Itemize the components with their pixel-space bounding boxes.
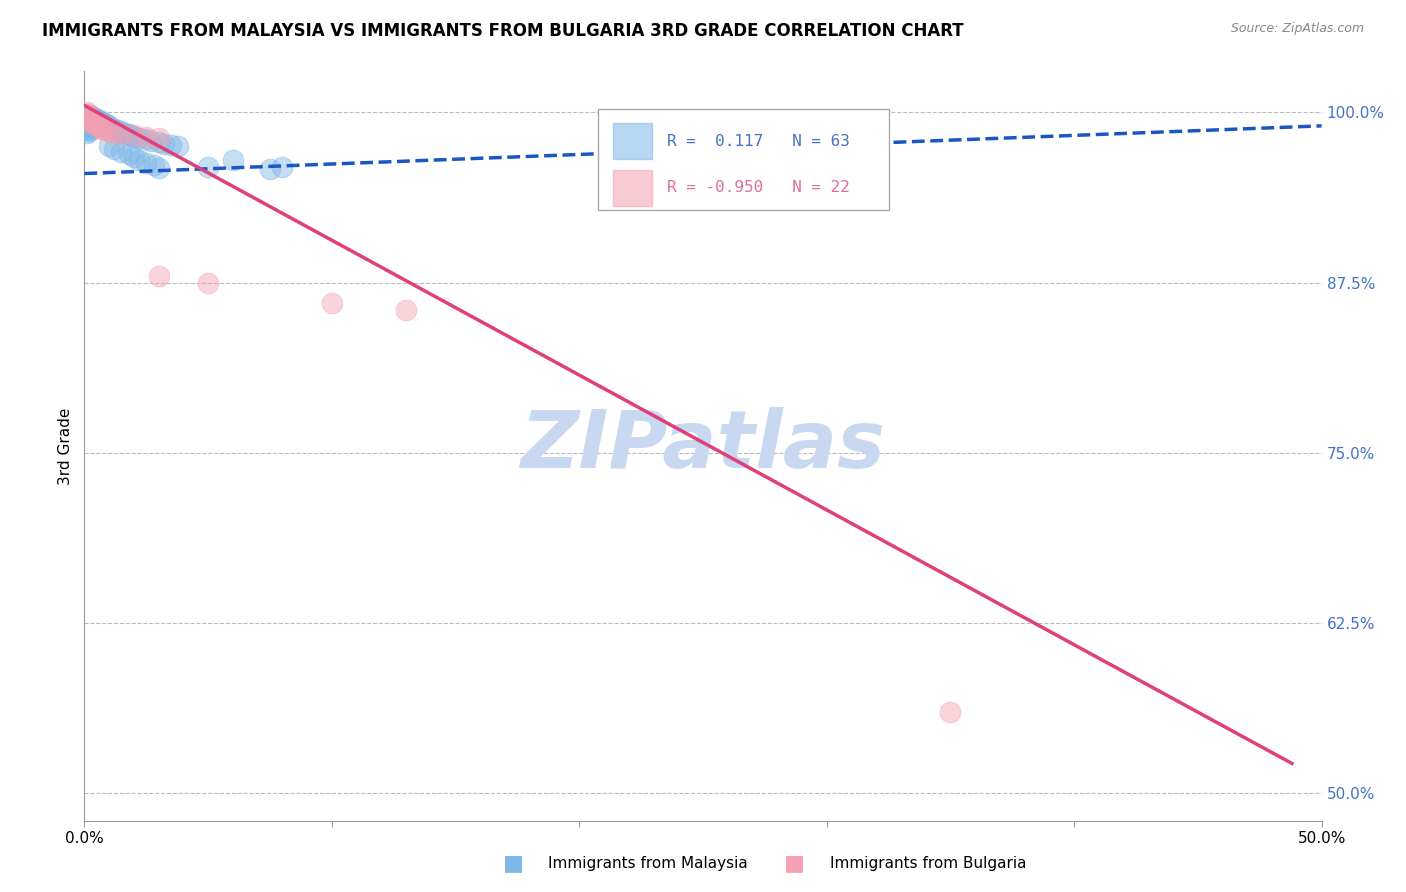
Point xyxy=(98,139,121,153)
Point xyxy=(141,134,163,148)
Point xyxy=(80,118,103,132)
Point xyxy=(98,124,121,138)
Point xyxy=(103,121,125,136)
Point xyxy=(86,112,108,126)
Bar xyxy=(613,169,652,206)
Point xyxy=(259,162,281,177)
Text: Immigrants from Bulgaria: Immigrants from Bulgaria xyxy=(830,856,1026,871)
Point xyxy=(79,116,101,130)
Point xyxy=(112,126,135,140)
Point xyxy=(939,705,962,719)
Point xyxy=(80,109,103,123)
Point xyxy=(83,119,105,133)
Point xyxy=(80,116,103,130)
Point xyxy=(118,127,141,141)
Point xyxy=(80,120,103,135)
Point xyxy=(90,118,112,132)
Point xyxy=(86,118,108,132)
Point xyxy=(148,135,170,149)
Y-axis label: 3rd Grade: 3rd Grade xyxy=(58,408,73,484)
Point xyxy=(76,109,98,123)
Point xyxy=(79,121,101,136)
Point xyxy=(110,145,132,159)
Text: ■: ■ xyxy=(503,854,523,873)
Point xyxy=(89,113,111,128)
Point xyxy=(120,128,142,143)
FancyBboxPatch shape xyxy=(598,109,889,210)
Text: Source: ZipAtlas.com: Source: ZipAtlas.com xyxy=(1230,22,1364,36)
Point xyxy=(79,124,101,138)
Point xyxy=(89,120,111,135)
Point xyxy=(167,139,190,153)
Point xyxy=(135,132,157,146)
Point xyxy=(118,147,141,161)
Point xyxy=(148,161,170,175)
Point xyxy=(90,121,112,136)
Point xyxy=(86,119,108,133)
Point xyxy=(103,126,125,140)
Point xyxy=(89,116,111,130)
Point xyxy=(83,113,105,128)
Point xyxy=(79,109,101,123)
Point xyxy=(79,113,101,128)
Point xyxy=(110,127,132,141)
Point xyxy=(105,123,128,137)
Point xyxy=(148,268,170,283)
Point xyxy=(103,142,125,156)
Point xyxy=(80,115,103,129)
Point xyxy=(79,112,101,126)
Point xyxy=(76,118,98,132)
Point xyxy=(135,155,157,169)
Point xyxy=(271,160,294,174)
Point xyxy=(76,115,98,129)
Point xyxy=(76,105,98,120)
Point xyxy=(222,153,245,167)
Point xyxy=(76,108,98,122)
Point xyxy=(76,106,98,120)
Point xyxy=(83,118,105,132)
Point xyxy=(321,296,343,310)
Point xyxy=(98,119,121,133)
Text: R = -0.950   N = 22: R = -0.950 N = 22 xyxy=(666,180,851,195)
Point xyxy=(83,116,105,130)
Point xyxy=(128,153,150,167)
Point xyxy=(128,131,150,145)
Point xyxy=(160,137,183,152)
Point xyxy=(110,124,132,138)
Text: IMMIGRANTS FROM MALAYSIA VS IMMIGRANTS FROM BULGARIA 3RD GRADE CORRELATION CHART: IMMIGRANTS FROM MALAYSIA VS IMMIGRANTS F… xyxy=(42,22,963,40)
Point xyxy=(122,128,145,143)
Point xyxy=(96,118,118,132)
Text: Immigrants from Malaysia: Immigrants from Malaysia xyxy=(548,856,748,871)
Point xyxy=(122,150,145,164)
Point xyxy=(93,119,115,133)
Point xyxy=(76,112,98,126)
Point xyxy=(83,111,105,125)
Point xyxy=(79,111,101,125)
Point xyxy=(80,113,103,128)
Point xyxy=(76,120,98,135)
Bar xyxy=(613,123,652,159)
Point xyxy=(197,276,219,290)
Point xyxy=(122,129,145,144)
Point xyxy=(79,119,101,133)
Point xyxy=(76,126,98,140)
Point xyxy=(90,115,112,129)
Point xyxy=(142,158,165,172)
Point xyxy=(86,115,108,129)
Point xyxy=(135,129,157,144)
Point xyxy=(93,116,115,130)
Point xyxy=(76,123,98,137)
Text: ZIPatlas: ZIPatlas xyxy=(520,407,886,485)
Text: R =  0.117   N = 63: R = 0.117 N = 63 xyxy=(666,134,851,149)
Text: ■: ■ xyxy=(785,854,804,873)
Point xyxy=(79,108,101,122)
Point xyxy=(148,131,170,145)
Point xyxy=(395,302,418,317)
Point xyxy=(197,160,219,174)
Point xyxy=(93,123,115,137)
Point xyxy=(80,112,103,126)
Point xyxy=(152,136,174,151)
